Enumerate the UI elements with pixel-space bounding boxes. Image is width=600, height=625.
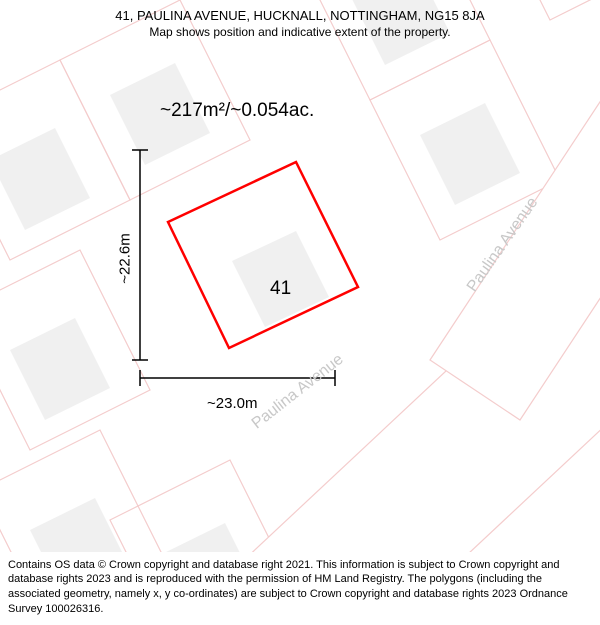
map-svg	[0, 0, 600, 560]
copyright-footer: Contains OS data © Crown copyright and d…	[0, 552, 600, 625]
plot-number: 41	[270, 278, 291, 300]
page-subtitle: Map shows position and indicative extent…	[10, 25, 590, 39]
background-building	[420, 103, 520, 205]
background-building	[10, 318, 110, 420]
area-label: ~217m²/~0.054ac.	[160, 100, 314, 122]
map-area: ~217m²/~0.054ac. ~23.0m ~22.6m 41 Paulin…	[0, 0, 600, 560]
page-title: 41, PAULINA AVENUE, HUCKNALL, NOTTINGHAM…	[10, 8, 590, 23]
header: 41, PAULINA AVENUE, HUCKNALL, NOTTINGHAM…	[0, 0, 600, 43]
height-dimension-label: ~22.6m	[117, 233, 134, 283]
width-dimension-label: ~23.0m	[207, 395, 257, 412]
background-building	[0, 128, 90, 230]
